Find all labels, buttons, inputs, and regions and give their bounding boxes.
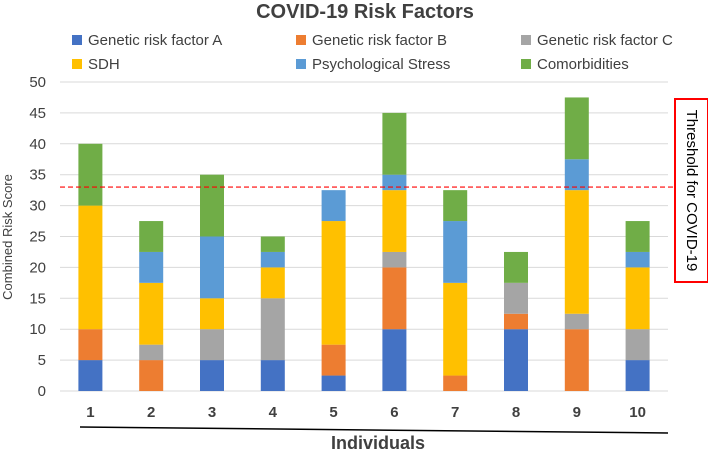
bar-segment — [78, 329, 103, 361]
legend-label: Comorbidities — [537, 56, 629, 73]
x-tick-label: 2 — [147, 404, 155, 421]
bar-segment — [564, 159, 589, 191]
bar-segment — [321, 375, 346, 391]
legend-swatch — [521, 59, 531, 69]
bar-segment — [382, 329, 407, 391]
chart-title: COVID-19 Risk Factors — [256, 1, 474, 23]
bar-segment — [625, 267, 650, 330]
bar-segment — [564, 329, 589, 391]
bar-segment — [625, 221, 650, 252]
y-tick-label: 15 — [29, 290, 46, 307]
y-tick-label: 20 — [29, 259, 46, 276]
x-tick-label: 8 — [512, 404, 520, 421]
bar-segment — [382, 190, 407, 252]
bar-segment — [139, 344, 164, 361]
bar-segment — [504, 282, 528, 314]
legend-swatch — [72, 35, 82, 45]
bar-segment — [200, 174, 224, 237]
x-axis-underline — [79, 426, 669, 434]
bar-segment — [260, 298, 285, 361]
x-tick-label: 4 — [269, 404, 278, 421]
y-tick-label: 10 — [29, 321, 46, 338]
legend: Genetic risk factor A Genetic risk factor… — [72, 32, 673, 73]
y-tick-label: 45 — [29, 105, 46, 122]
bar-segment — [139, 221, 164, 252]
y-tick-label: 30 — [29, 198, 46, 215]
legend-swatch — [296, 35, 306, 45]
bar-segment — [564, 190, 589, 314]
bar-segment — [200, 360, 224, 391]
bar-segment — [260, 267, 285, 299]
x-axis-ticks: 1 2 3 4 5 6 7 8 9 10 — [86, 404, 646, 421]
legend-label: Genetic risk factor C — [537, 32, 673, 49]
bar-segment — [321, 344, 346, 376]
x-tick-label: 10 — [629, 404, 646, 421]
bar-segment — [139, 360, 164, 391]
legend-swatch — [72, 59, 82, 69]
x-tick-label: 1 — [86, 404, 94, 421]
bar-segment — [200, 236, 224, 299]
bar-segment — [139, 251, 164, 283]
legend-swatch — [521, 35, 531, 45]
bar-segment — [625, 329, 650, 361]
legend-label: Genetic risk factor B — [312, 32, 447, 49]
y-tick-label: 50 — [29, 74, 46, 91]
x-tick-label: 7 — [451, 404, 459, 421]
bar-segment — [78, 360, 103, 391]
bar-segment — [564, 313, 589, 330]
bar-segment — [504, 313, 528, 330]
bar-segment — [443, 190, 468, 222]
bar-segment — [504, 251, 528, 283]
bar-segment — [443, 221, 468, 283]
legend-label: Psychological Stress — [312, 56, 450, 73]
y-tick-label: 40 — [29, 136, 46, 153]
bar-segment — [200, 298, 224, 330]
threshold-box — [674, 98, 708, 283]
bar-segment — [321, 221, 346, 345]
bar-segment — [78, 205, 103, 330]
legend-label: SDH — [88, 56, 120, 73]
bar-segment — [382, 112, 407, 175]
bar-segment — [139, 282, 164, 345]
bar-segment — [321, 190, 346, 222]
bar-segment — [260, 236, 285, 252]
bar-segment — [443, 375, 468, 391]
bar-segment — [504, 329, 528, 391]
bar-segment — [260, 251, 285, 268]
bar-segment — [564, 97, 589, 160]
bar-segment — [78, 143, 103, 206]
y-tick-label: 35 — [29, 167, 46, 184]
threshold-label: Threshold for COVID-19 — [683, 110, 700, 272]
bar-segment — [443, 282, 468, 376]
x-tick-label: 5 — [329, 404, 337, 421]
bar-segment — [382, 251, 407, 268]
y-axis-ticks: 0 5 10 15 20 25 30 35 40 45 50 — [29, 74, 46, 400]
y-tick-label: 0 — [38, 383, 46, 400]
y-tick-label: 25 — [29, 229, 46, 246]
bar-segment — [625, 251, 650, 268]
bars — [78, 97, 650, 391]
y-axis-title: Combined Risk Score — [0, 174, 15, 300]
bar-segment — [382, 267, 407, 330]
bar-segment — [200, 329, 224, 361]
x-tick-label: 3 — [208, 404, 216, 421]
legend-swatch — [296, 59, 306, 69]
y-tick-label: 5 — [38, 352, 46, 369]
legend-label: Genetic risk factor A — [88, 32, 222, 49]
x-tick-label: 9 — [573, 404, 581, 421]
x-axis-title: Individuals — [331, 433, 425, 453]
x-tick-label: 6 — [390, 404, 398, 421]
bar-segment — [625, 360, 650, 391]
bar-segment — [260, 360, 285, 391]
bar-segment — [382, 174, 407, 191]
